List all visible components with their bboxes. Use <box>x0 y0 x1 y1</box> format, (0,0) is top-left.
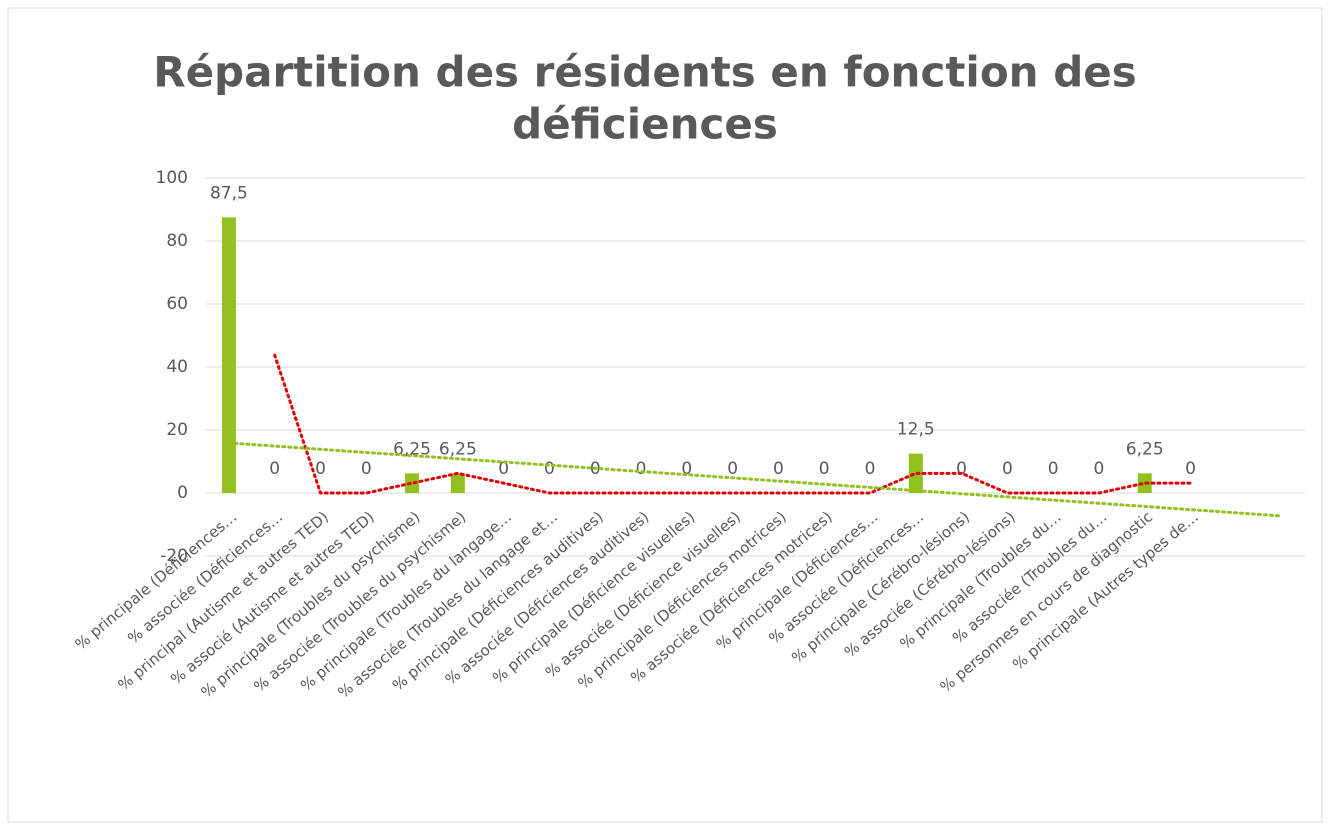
data-label: 0 <box>315 459 326 479</box>
data-label: 0 <box>681 459 692 479</box>
data-label: 0 <box>819 459 830 479</box>
data-label: 12,5 <box>897 420 935 440</box>
data-label: 87,5 <box>210 183 248 203</box>
data-label: 0 <box>361 459 372 479</box>
data-label: 0 <box>636 459 647 479</box>
data-label: 0 <box>1094 459 1105 479</box>
y-tick-label: 60 <box>166 294 188 314</box>
data-label: 0 <box>1048 459 1059 479</box>
bar <box>450 473 465 493</box>
data-label: 0 <box>773 459 784 479</box>
data-label: 0 <box>727 459 738 479</box>
data-label: 0 <box>544 459 555 479</box>
y-tick-label: 40 <box>166 357 188 377</box>
data-label: 6,25 <box>439 439 477 459</box>
moving-average-line <box>273 353 1193 495</box>
y-tick-label: 100 <box>156 168 188 188</box>
chart-title: Répartition des résidents en fonction de… <box>153 48 1137 97</box>
data-label: 0 <box>1002 459 1013 479</box>
data-label: 6,25 <box>1126 439 1164 459</box>
data-label: 0 <box>865 459 876 479</box>
data-label: 0 <box>269 459 280 479</box>
y-tick-label: 80 <box>166 231 188 251</box>
chart-title: déficiences <box>512 100 778 149</box>
data-label: 0 <box>498 459 509 479</box>
bar <box>405 473 420 493</box>
trendline <box>227 441 1284 518</box>
y-tick-label: 20 <box>166 420 188 440</box>
data-label: 0 <box>956 459 967 479</box>
y-tick-label: -20 <box>160 546 188 566</box>
bar <box>221 217 236 493</box>
data-label: 0 <box>1185 459 1196 479</box>
y-tick-label: 0 <box>177 483 188 503</box>
